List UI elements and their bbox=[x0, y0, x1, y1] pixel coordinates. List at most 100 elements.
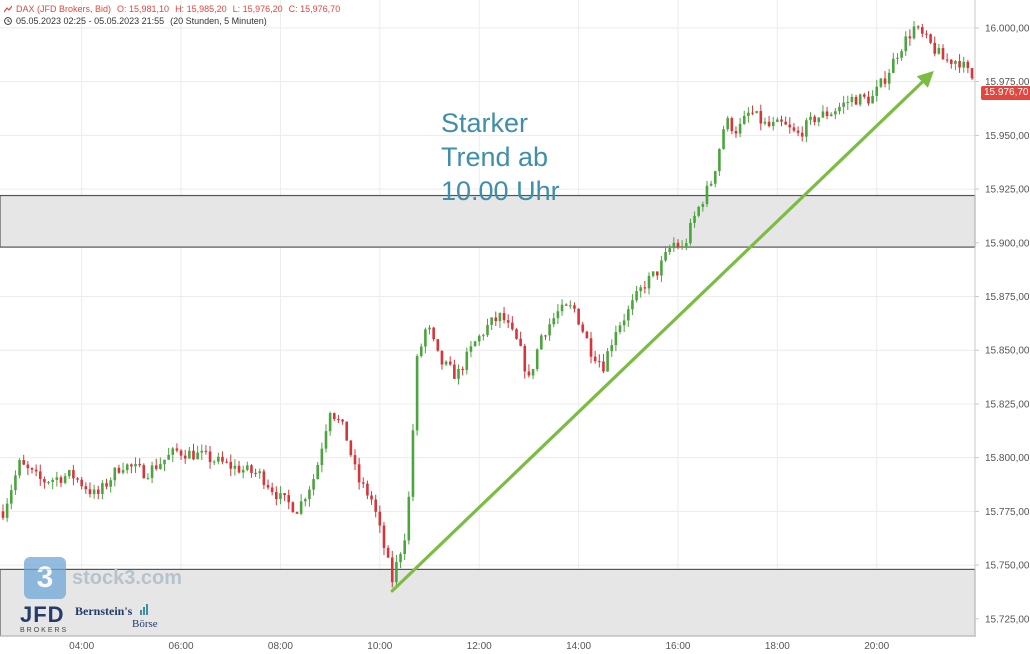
candle-body bbox=[639, 287, 643, 292]
candle-body bbox=[689, 222, 692, 244]
candle-body bbox=[544, 335, 547, 337]
candle-body bbox=[606, 351, 609, 372]
candle-body bbox=[67, 470, 71, 477]
candle-body bbox=[250, 465, 253, 473]
bar-chart-icon bbox=[140, 604, 148, 615]
candle-body bbox=[643, 287, 647, 289]
candle-body bbox=[829, 114, 833, 117]
candle-body bbox=[196, 452, 199, 460]
candle-body bbox=[96, 489, 100, 494]
candle-body bbox=[970, 68, 974, 78]
candle-body bbox=[796, 130, 800, 133]
candle-body bbox=[337, 419, 340, 421]
candle-body bbox=[776, 119, 779, 122]
candle-body bbox=[680, 246, 684, 248]
y-tick-label: 15.875,00 bbox=[985, 292, 1030, 303]
candle-body bbox=[668, 248, 672, 253]
candle-body bbox=[726, 118, 729, 130]
candle-body bbox=[121, 470, 125, 473]
candle-body bbox=[47, 482, 50, 484]
candle-body bbox=[929, 34, 932, 43]
candle-body bbox=[229, 461, 233, 469]
candle-body bbox=[395, 562, 398, 583]
high-value: H: 15,985,20 bbox=[175, 4, 227, 14]
candle-body bbox=[303, 499, 307, 502]
candle-body bbox=[179, 450, 183, 456]
open-value: O: 15,981,10 bbox=[117, 4, 170, 14]
candle-body bbox=[150, 465, 154, 478]
last-price-badge: 15.976,70 bbox=[981, 86, 1030, 100]
candles-group bbox=[1, 20, 974, 589]
candle-body bbox=[821, 111, 825, 118]
candle-body bbox=[610, 345, 614, 352]
candle-body bbox=[444, 361, 448, 365]
candle-body bbox=[378, 511, 382, 526]
y-tick-label: 15.825,00 bbox=[985, 399, 1030, 410]
candle-body bbox=[958, 60, 961, 68]
candle-body bbox=[461, 368, 464, 371]
candle-body bbox=[167, 454, 170, 460]
candle-body bbox=[308, 489, 311, 500]
y-tick-label: 15.775,00 bbox=[985, 507, 1030, 518]
candle-body bbox=[560, 304, 564, 312]
candle-body bbox=[101, 483, 104, 494]
candle-body bbox=[448, 361, 452, 365]
candle-body bbox=[217, 456, 220, 462]
candle-body bbox=[262, 471, 266, 485]
candle-body bbox=[332, 413, 336, 420]
candle-body bbox=[275, 492, 278, 500]
candle-body bbox=[291, 502, 295, 513]
candle-body bbox=[374, 499, 377, 512]
candle-body bbox=[585, 331, 589, 339]
candle-body bbox=[9, 490, 13, 504]
candle-body bbox=[237, 465, 241, 473]
candle-body bbox=[349, 440, 353, 456]
candle-body bbox=[506, 320, 510, 323]
candle-body bbox=[5, 503, 9, 518]
candle-body bbox=[540, 335, 543, 350]
candle-body bbox=[241, 469, 245, 473]
candle-body bbox=[254, 472, 257, 474]
candle-body bbox=[552, 318, 556, 325]
bernstein-logo-line2: Börse bbox=[132, 618, 158, 630]
candle-body bbox=[701, 204, 705, 207]
x-tick-label: 10:00 bbox=[367, 641, 392, 652]
candle-body bbox=[270, 487, 274, 493]
candle-body bbox=[941, 48, 945, 60]
candle-body bbox=[92, 489, 96, 495]
candle-body bbox=[846, 101, 850, 103]
candle-body bbox=[684, 243, 688, 247]
trend-arrow-line bbox=[390, 80, 924, 593]
candle-body bbox=[825, 111, 829, 117]
candle-body bbox=[589, 338, 593, 357]
candle-body bbox=[780, 119, 783, 122]
candle-body bbox=[763, 121, 767, 124]
candle-body bbox=[751, 112, 754, 114]
candle-body bbox=[871, 95, 874, 104]
interval-label: (20 Stunden, 5 Minuten) bbox=[170, 16, 267, 26]
candle-body bbox=[494, 317, 498, 322]
candle-body bbox=[631, 300, 634, 310]
candle-body bbox=[792, 127, 796, 131]
candle-body bbox=[283, 493, 286, 496]
candle-body bbox=[366, 483, 369, 496]
candle-body bbox=[933, 42, 937, 54]
candle-body bbox=[892, 58, 895, 73]
candle-body bbox=[635, 291, 638, 301]
candle-body bbox=[676, 242, 680, 248]
candle-body bbox=[875, 86, 879, 96]
candle-body bbox=[477, 335, 481, 342]
candle-body bbox=[523, 345, 527, 372]
candle-body bbox=[440, 350, 444, 365]
candle-body bbox=[742, 115, 746, 124]
candle-body bbox=[312, 479, 315, 490]
candle-body bbox=[486, 324, 489, 336]
candle-body bbox=[299, 501, 303, 514]
x-tick-label: 04:00 bbox=[69, 641, 94, 652]
candle-body bbox=[842, 102, 845, 107]
jfd-logo-text: JFD bbox=[20, 602, 65, 627]
y-tick-label: 15.975,00 bbox=[985, 77, 1030, 88]
candle-body bbox=[125, 464, 129, 471]
candle-body bbox=[138, 464, 141, 466]
